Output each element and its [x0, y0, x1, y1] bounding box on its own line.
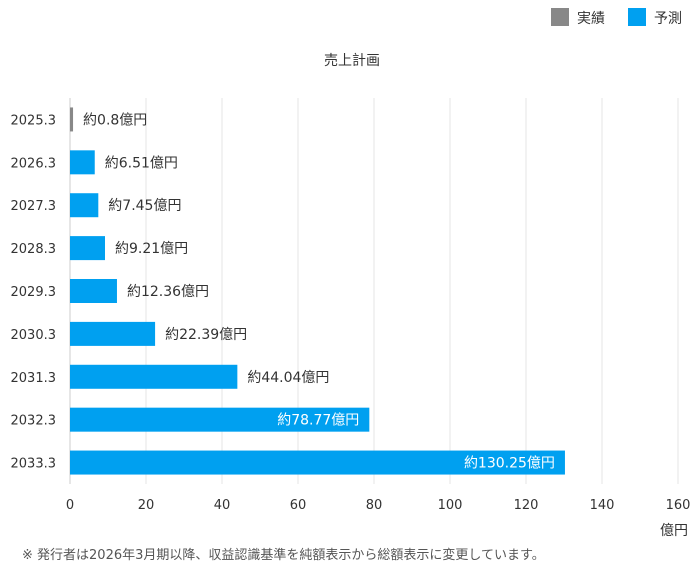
bar-2029.3: [70, 279, 117, 303]
data-label: 約12.36億円: [127, 284, 209, 300]
x-axis-label: 億円: [660, 523, 688, 539]
category-label: 2027.3: [11, 199, 57, 214]
data-label: 約22.39億円: [165, 327, 247, 343]
category-label: 2030.3: [11, 328, 57, 343]
bar-2031.3: [70, 364, 238, 389]
category-label: 2025.3: [11, 113, 57, 128]
data-label: 約44.04億円: [247, 370, 329, 386]
bar-2033.3: [70, 450, 565, 475]
footnote: ※ 発行者は2026年3月期以降、収益認識基準を純額表示から総額表示に変更してい…: [22, 548, 545, 563]
category-label: 2031.3: [11, 371, 57, 386]
legend-label-0: 実績: [577, 11, 605, 27]
bar-2026.3: [70, 150, 95, 175]
data-label: 約9.21億円: [115, 241, 188, 257]
x-tick-label: 120: [514, 498, 539, 513]
legend-label-1: 予測: [654, 11, 682, 27]
category-label: 2033.3: [11, 457, 57, 472]
data-label: 約78.77億円: [277, 413, 359, 429]
legend: 実績 予測: [551, 8, 682, 27]
x-tick-label: 20: [138, 498, 155, 513]
bars: 約0.8億円約6.51億円約7.45億円約9.21億円約12.36億円約22.3…: [70, 107, 565, 475]
category-label: 2028.3: [11, 242, 57, 257]
chart-title: 売上計画: [324, 53, 380, 69]
x-tick-labels: 0 20 40 60 80 100 120 140 160: [66, 498, 691, 513]
gridlines: [69, 98, 679, 484]
legend-swatch-0: [551, 8, 569, 26]
bar-2030.3: [70, 321, 156, 346]
bar-2027.3: [70, 193, 99, 218]
x-tick-label: 80: [366, 498, 383, 513]
x-tick-label: 140: [590, 498, 615, 513]
x-tick-label: 100: [438, 498, 463, 513]
data-label: 約130.25億円: [464, 456, 555, 472]
bar-2025.3: [70, 107, 74, 132]
data-label: 約7.45億円: [108, 198, 181, 214]
x-tick-label: 60: [290, 498, 307, 513]
x-tick-label: 0: [66, 498, 74, 513]
bar-2032.3: [70, 407, 370, 432]
legend-swatch-1: [628, 8, 646, 26]
category-label: 2029.3: [11, 285, 57, 300]
data-label: 約0.8億円: [83, 112, 147, 128]
category-label: 2026.3: [11, 156, 57, 171]
data-label: 約6.51億円: [105, 155, 178, 171]
category-labels: 2025.3 2026.3 2027.3 2028.3 2029.3 2030.3 2031…: [11, 113, 57, 471]
category-label: 2032.3: [11, 414, 57, 429]
x-tick-label: 160: [666, 498, 691, 513]
x-tick-label: 40: [214, 498, 231, 513]
bar-2028.3: [70, 236, 105, 261]
